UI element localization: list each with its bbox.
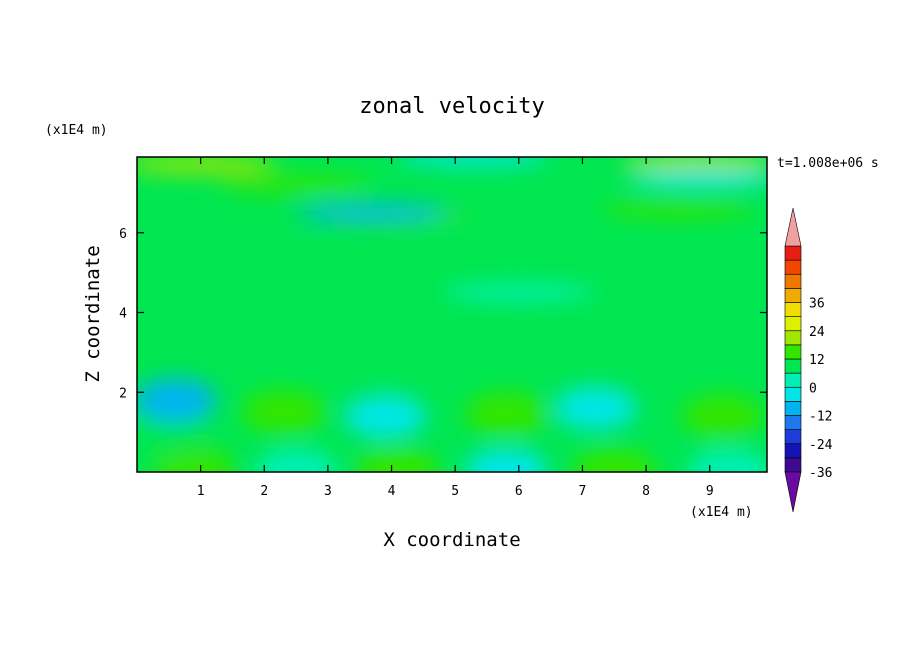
colorbar-segment [784, 457, 802, 473]
x-tick-label: 6 [515, 484, 523, 499]
x-axis-label: X coordinate [383, 529, 520, 551]
colorbar-tick-label: 0 [809, 381, 817, 396]
colorbar-segment [784, 330, 802, 346]
x-tick-label: 1 [197, 484, 205, 499]
colorbar-segment [784, 358, 802, 374]
y-axis-unit: (x1E4 m) [45, 123, 108, 138]
colorbar-segment [784, 386, 802, 402]
x-tick-label: 5 [451, 484, 459, 499]
field-sample-9 [464, 392, 548, 437]
y-axis: 2 4 6 [119, 227, 767, 401]
colorbar-tick-label: 24 [809, 325, 825, 340]
colorbar-tick-label: 12 [809, 353, 825, 368]
field-sample-7 [242, 390, 325, 435]
velocity-field [137, 157, 767, 472]
chart-title: zonal velocity [359, 94, 544, 119]
colorbar-segment [784, 302, 802, 317]
y-tick-label: 6 [119, 227, 127, 242]
colorbar: 36 24 12 0 -12 -24 -36 [784, 207, 833, 513]
x-tick-label: 3 [324, 484, 332, 499]
field-sample-20 [137, 157, 277, 174]
x-tick-label: 7 [579, 484, 587, 499]
y-tick-label: 4 [119, 307, 127, 322]
time-label: t=1.008e+06 s [777, 156, 879, 171]
plot-area [137, 157, 767, 472]
colorbar-segment [784, 259, 802, 275]
x-axis-unit: (x1E4 m) [690, 505, 753, 520]
field-sample-12 [137, 378, 217, 423]
x-tick-label: 9 [706, 484, 714, 499]
colorbar-segment [784, 429, 802, 445]
colorbar-segment [784, 273, 802, 289]
colorbar-segment [784, 344, 802, 360]
colorbar-segment [784, 415, 802, 430]
colorbar-tick-label: -36 [809, 466, 832, 481]
colorbar-segment [784, 443, 802, 459]
field-sample-17 [601, 200, 755, 218]
field-sample-8 [343, 394, 427, 439]
field-sample-1 [356, 448, 440, 472]
colorbar-segment [784, 288, 802, 303]
field-sample-19 [219, 176, 373, 194]
x-tick-label: 8 [642, 484, 650, 499]
field-sample-5 [687, 448, 767, 472]
x-tick-label: 4 [388, 484, 396, 499]
field-sample-4 [464, 448, 548, 472]
x-axis: 1 2 3 4 5 6 7 8 9 [197, 157, 714, 499]
colorbar-segment [784, 245, 802, 261]
field-shading [137, 157, 767, 472]
field-sample-2 [572, 448, 656, 472]
field-sample-22 [627, 170, 767, 188]
colorbar-min-arrow [784, 471, 802, 513]
colorbar-segment [784, 316, 802, 332]
field-sample-18 [296, 204, 449, 222]
field-sample-6 [137, 410, 211, 455]
colorbar-max-arrow [784, 207, 802, 247]
plot-frame [136, 156, 768, 473]
x-tick-label: 2 [260, 484, 268, 499]
colorbar-tick-label: -24 [809, 438, 833, 453]
colorbar-tick-label: -12 [809, 410, 832, 425]
colorbar-tick-label: 36 [809, 297, 825, 312]
colorbar-segment [784, 372, 802, 388]
colorbar-segment [784, 401, 802, 416]
field-sample-3 [254, 448, 338, 472]
field-sample-10 [553, 386, 637, 431]
field-sample-14 [442, 283, 596, 302]
field-sample-11 [681, 394, 764, 439]
y-tick-label: 2 [119, 386, 127, 401]
field-sample-23 [397, 157, 551, 166]
field-sample-13 [251, 343, 405, 362]
y-axis-label: Z coordinate [82, 245, 104, 382]
field-sample-0 [152, 448, 236, 472]
field-sample-15 [187, 239, 341, 258]
field-sample-21 [620, 157, 767, 172]
